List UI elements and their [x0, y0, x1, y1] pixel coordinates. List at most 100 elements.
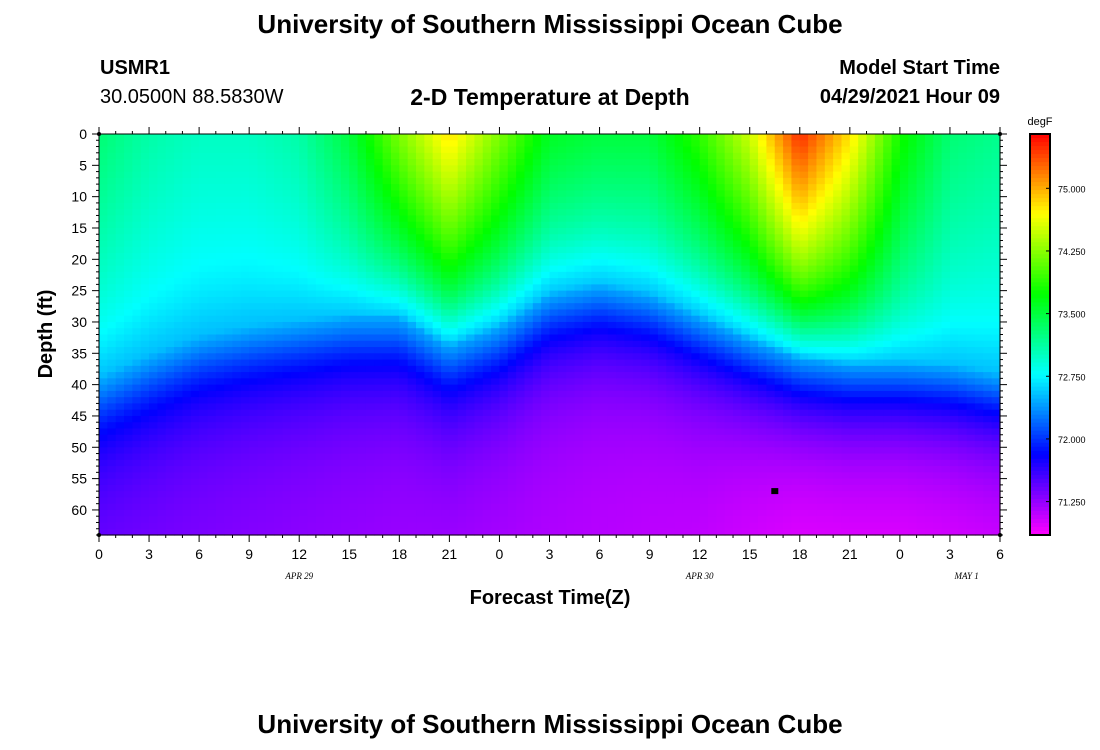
- heatmap-cell: [265, 428, 275, 436]
- heatmap-cell: [724, 453, 734, 461]
- heatmap-cell: [599, 159, 609, 166]
- heatmap-cell: [165, 459, 175, 467]
- heatmap-cell: [541, 441, 551, 448]
- heatmap-cell: [174, 165, 184, 173]
- heatmap-cell: [315, 365, 325, 373]
- heatmap-cell: [449, 184, 459, 191]
- heatmap-cell: [124, 503, 133, 511]
- heatmap-cell: [249, 196, 259, 204]
- heatmap-cell: [349, 234, 359, 242]
- heatmap-cell: [566, 253, 576, 260]
- heatmap-cell: [315, 434, 325, 442]
- heatmap-cell: [733, 177, 742, 185]
- heatmap-cell: [532, 309, 542, 317]
- heatmap-cell: [507, 152, 517, 160]
- heatmap-cell: [682, 484, 692, 492]
- heatmap-cell: [566, 459, 576, 467]
- heatmap-cell: [657, 271, 667, 279]
- heatmap-cell: [374, 284, 384, 292]
- heatmap-cell: [265, 328, 275, 336]
- heatmap-cell: [340, 378, 350, 386]
- heatmap-cell: [274, 140, 284, 148]
- heatmap-cell: [299, 290, 309, 298]
- heatmap-cell: [674, 184, 684, 191]
- heatmap-cell: [215, 415, 225, 423]
- heatmap-cell: [716, 516, 726, 524]
- heatmap-cell: [624, 284, 634, 292]
- heatmap-cell: [591, 159, 601, 166]
- heatmap-cell: [682, 359, 692, 367]
- heatmap-cell: [374, 184, 384, 191]
- heatmap-cell: [624, 484, 634, 492]
- heatmap-cell: [641, 447, 651, 455]
- heatmap-cell: [724, 497, 734, 505]
- heatmap-cell: [566, 234, 576, 242]
- heatmap-cell: [582, 372, 592, 379]
- heatmap-cell: [724, 278, 734, 285]
- heatmap-cell: [165, 365, 175, 373]
- heatmap-cell: [224, 328, 234, 336]
- heatmap-cell: [124, 447, 133, 455]
- heatmap-cell: [724, 403, 734, 411]
- heatmap-cell: [591, 134, 601, 141]
- heatmap-cell: [532, 478, 542, 486]
- heatmap-cell: [708, 434, 717, 442]
- heatmap-cell: [232, 265, 242, 273]
- heatmap-cell: [282, 253, 292, 260]
- heatmap-cell: [708, 140, 717, 148]
- heatmap-cell: [257, 234, 267, 242]
- heatmap-cell: [299, 503, 309, 511]
- heatmap-cell: [499, 497, 509, 505]
- heatmap-cell: [682, 472, 692, 480]
- heatmap-cell: [290, 409, 300, 417]
- heatmap-cell: [541, 409, 551, 417]
- heatmap-cell: [607, 497, 617, 505]
- heatmap-cell: [182, 259, 192, 267]
- heatmap-cell: [315, 315, 325, 323]
- heatmap-cell: [107, 372, 117, 379]
- heatmap-cell: [140, 278, 150, 285]
- heatmap-cell: [682, 134, 692, 141]
- heatmap-cell: [157, 309, 167, 317]
- heatmap-cell: [416, 434, 425, 442]
- heatmap-cell: [507, 409, 517, 417]
- heatmap-cell: [708, 190, 717, 198]
- heatmap-cell: [457, 403, 467, 411]
- heatmap-cell: [708, 491, 717, 499]
- heatmap-cell: [115, 516, 125, 524]
- heatmap-cell: [224, 434, 234, 442]
- heatmap-cell: [541, 209, 551, 217]
- heatmap-cell: [733, 296, 742, 304]
- heatmap-cell: [249, 497, 259, 505]
- heatmap-cell: [516, 140, 526, 148]
- heatmap-cell: [541, 159, 551, 166]
- heatmap-cell: [532, 234, 542, 242]
- heatmap-cell: [207, 152, 217, 160]
- heatmap-cell: [466, 171, 476, 179]
- heatmap-cell: [441, 303, 450, 311]
- heatmap-cell: [474, 253, 484, 260]
- heatmap-cell: [282, 196, 292, 204]
- heatmap-cell: [157, 509, 167, 517]
- heatmap-cell: [416, 246, 425, 254]
- heatmap-cell: [532, 159, 542, 166]
- heatmap-cell: [215, 227, 225, 235]
- heatmap-cell: [399, 234, 409, 242]
- heatmap-cell: [190, 422, 200, 430]
- heatmap-cell: [365, 359, 375, 367]
- heatmap-cell: [574, 359, 584, 367]
- heatmap-cell: [149, 441, 158, 448]
- heatmap-cell: [549, 503, 559, 511]
- heatmap-cell: [699, 177, 709, 185]
- heatmap-cell: [566, 347, 576, 354]
- heatmap-cell: [274, 466, 284, 473]
- heatmap-cell: [349, 441, 359, 448]
- heatmap-cell: [149, 334, 158, 342]
- heatmap-cell: [432, 240, 442, 248]
- heatmap-cell: [441, 372, 450, 379]
- heatmap-cell: [107, 390, 117, 398]
- heatmap-cell: [282, 278, 292, 285]
- heatmap-cell: [724, 290, 734, 298]
- heatmap-cell: [115, 309, 125, 317]
- heatmap-cell: [457, 459, 467, 467]
